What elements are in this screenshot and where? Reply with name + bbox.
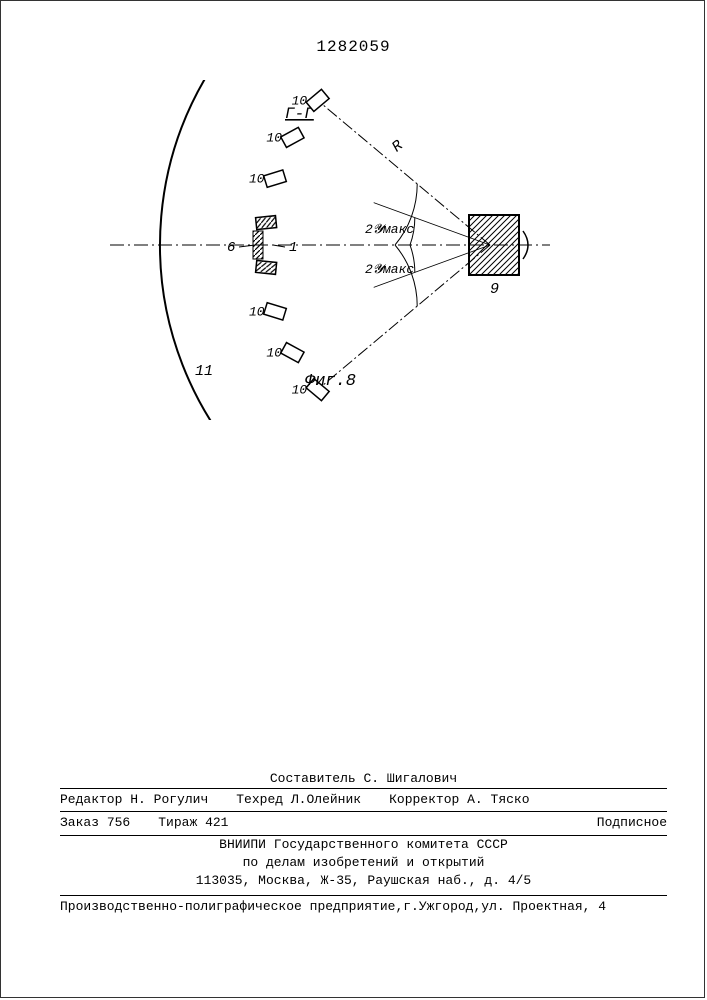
figure-label: Фиг.8 xyxy=(305,372,356,391)
tirage-label: Тираж xyxy=(158,815,197,830)
side-element xyxy=(281,343,304,363)
order-label: Заказ xyxy=(60,815,99,830)
radius-label: R xyxy=(389,137,407,156)
techred-name: Л.Олейник xyxy=(291,792,361,807)
subscription: Подписное xyxy=(597,814,667,832)
org-line2: по делам изобретений и открытий xyxy=(60,854,667,872)
label-1: 1 xyxy=(289,240,297,256)
label-10: 10 xyxy=(266,130,282,145)
corrector-label: Корректор xyxy=(389,792,459,807)
imprint-block: Составитель С. Шигалович Редактор Н. Рог… xyxy=(60,770,667,890)
editor-label: Редактор xyxy=(60,792,122,807)
center-element xyxy=(256,260,277,274)
label-11: 11 xyxy=(195,363,213,380)
label-10: 10 xyxy=(249,172,265,187)
center-element xyxy=(256,216,277,230)
org-line3: 113035, Москва, Ж-35, Раушская наб., д. … xyxy=(60,872,667,890)
compiler-name: С. Шигалович xyxy=(364,771,458,786)
order-num: 756 xyxy=(107,815,130,830)
printer-line: Производственно-полиграфическое предприя… xyxy=(60,895,667,914)
label-6: 6 xyxy=(227,240,235,256)
side-element xyxy=(264,170,287,187)
techred-label: Техред xyxy=(236,792,283,807)
angle-label-bottom: 2𝓨макс xyxy=(365,262,414,277)
label-10: 10 xyxy=(292,93,308,108)
label-9: 9 xyxy=(490,281,499,298)
side-element xyxy=(264,303,287,320)
label-10: 10 xyxy=(266,346,282,361)
page-number: 1282059 xyxy=(316,38,390,56)
emitter-block xyxy=(469,215,519,275)
tirage-num: 421 xyxy=(205,815,228,830)
org-line1: ВНИИПИ Государственного комитета СССР xyxy=(60,836,667,854)
editor-name: Н. Рогулич xyxy=(130,792,208,807)
angle-label-top: 2𝓨макс xyxy=(365,222,414,237)
compiler-label: Составитель xyxy=(270,771,356,786)
corrector-name: А. Тяско xyxy=(467,792,529,807)
label-10: 10 xyxy=(249,304,265,319)
figure-8-diagram: 1192𝓨макс2𝓨максRГ-Г10101010101061Фиг.8 xyxy=(100,80,580,420)
side-element xyxy=(281,127,304,147)
